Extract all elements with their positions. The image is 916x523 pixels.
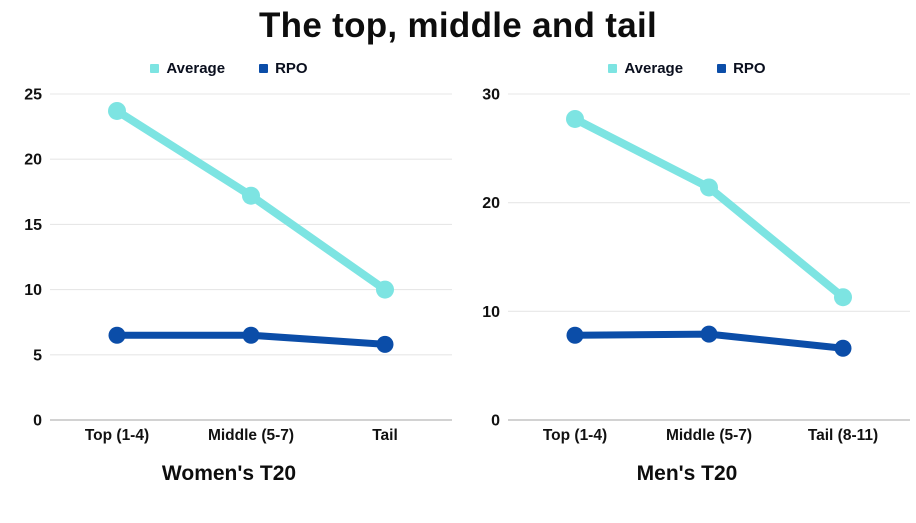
x-category-label: Middle (5-7) (208, 427, 294, 444)
legend-item-rpo: RPO (717, 60, 766, 77)
rpo-legend-swatch-icon (259, 63, 269, 73)
womens-chart-panel: Average RPO 0 5 10 15 20 25 Top (1-4) Middle (5… (0, 48, 458, 486)
y-tick-label: 0 (33, 413, 42, 430)
average-point (566, 109, 584, 128)
y-tick-label: 30 (482, 88, 500, 104)
womens-chart-title: Women's T20 (161, 462, 297, 485)
legend-label-rpo: RPO (275, 59, 308, 77)
rpo-point (376, 335, 394, 353)
legend-item-rpo: RPO (259, 60, 308, 77)
mens-chart-title: Men's T20 (636, 462, 738, 485)
x-category-label: Middle (5-7) (666, 427, 752, 444)
rpo-point (108, 326, 126, 344)
average-legend-swatch-icon (608, 63, 618, 73)
rpo-legend-swatch-icon (717, 63, 727, 73)
average-point (834, 288, 852, 307)
womens-legend: Average RPO (0, 48, 458, 88)
womens-chart-svg: 0 5 10 15 20 25 Top (1-4) Middle (5-7) Tail (24, 88, 452, 444)
x-category-label: Top (1-4) (543, 427, 607, 444)
x-category-label: Tail (372, 427, 398, 444)
average-point (376, 280, 394, 299)
x-category-label: Tail (8-11) (808, 427, 878, 444)
charts-row: Average RPO 0 5 10 15 20 25 Top (1-4) Middle (5… (0, 48, 916, 486)
legend-item-average: Average (608, 60, 683, 77)
y-tick-label: 10 (24, 282, 42, 299)
y-tick-label: 10 (482, 304, 500, 321)
y-tick-label: 20 (24, 152, 42, 169)
rpo-point (566, 326, 584, 344)
y-tick-label: 20 (482, 195, 500, 212)
x-category-label: Top (1-4) (85, 427, 149, 444)
rpo-point (242, 326, 260, 344)
mens-legend: Average RPO (458, 48, 916, 88)
average-legend-swatch-icon (150, 63, 160, 73)
mens-chart-panel: Average RPO 0 10 20 30 Top (1-4) Middle (5-7)… (458, 48, 916, 486)
rpo-point (834, 339, 852, 357)
legend-label-average: Average (624, 59, 684, 77)
legend-label-rpo: RPO (733, 59, 766, 77)
y-tick-label: 5 (33, 347, 42, 364)
legend-label-average: Average (166, 59, 226, 77)
y-tick-label: 0 (491, 413, 500, 430)
average-line (571, 114, 847, 302)
legend-item-average: Average (150, 60, 225, 77)
average-point (242, 186, 260, 205)
average-point (108, 101, 126, 120)
mens-chart-svg: 0 10 20 30 Top (1-4) Middle (5-7) Tail (8-11) (482, 88, 910, 444)
y-tick-label: 25 (24, 88, 42, 104)
page-title: The top, middle and tail (258, 6, 658, 45)
rpo-point (700, 325, 718, 343)
average-point (700, 178, 718, 197)
y-tick-label: 15 (24, 217, 42, 234)
